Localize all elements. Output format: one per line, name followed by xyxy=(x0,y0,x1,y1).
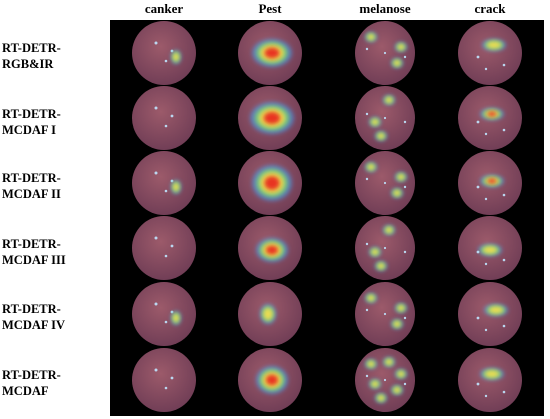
fruit-body xyxy=(458,348,522,412)
row-label-mcdaf-i: RT-DETR- MCDAF I xyxy=(2,107,61,137)
heatmap-overlay xyxy=(476,368,506,398)
fruit-cell-pest-row-6 xyxy=(238,348,302,412)
heatmap-overlay xyxy=(476,175,506,201)
heatmap-overlay xyxy=(476,304,508,332)
fruit-cell-canker-row-4 xyxy=(132,216,196,280)
heatmap-overlay xyxy=(154,236,174,258)
heatmap-overlay xyxy=(154,171,181,194)
fruit-cell-pest-row-2 xyxy=(238,86,302,150)
fruit-cell-pest-row-1 xyxy=(238,21,302,85)
fruit-body xyxy=(132,86,196,150)
heatmap-overlay xyxy=(252,165,292,201)
row-label-mcdaf-iii: RT-DETR- MCDAF III xyxy=(2,237,66,267)
fruit-cell-canker-row-6 xyxy=(132,348,196,412)
heatmap-overlay xyxy=(154,41,181,64)
row-label-rgb-ir: RT-DETR- RGB&IR xyxy=(2,41,61,71)
fruit-body xyxy=(132,348,196,412)
column-header-pest: Pest xyxy=(258,1,282,16)
fruit-cell-melanose-row-1 xyxy=(355,21,415,85)
column-header-canker: canker xyxy=(144,1,184,16)
fruit-cell-melanose-row-4 xyxy=(355,216,415,280)
heatmap-overlay xyxy=(476,39,506,71)
fruit-cell-crack-row-1 xyxy=(458,21,522,85)
heatmap-overlay xyxy=(365,225,407,271)
fruit-body xyxy=(132,151,196,215)
fruit-cell-canker-row-3 xyxy=(132,151,196,215)
fruit-cell-melanose-row-2 xyxy=(355,86,415,150)
fruit-cell-crack-row-3 xyxy=(458,151,522,215)
column-header-crack: crack xyxy=(474,1,506,16)
fruit-body xyxy=(132,216,196,280)
heatmap-overlay xyxy=(154,368,174,390)
heatmap-overlay xyxy=(250,102,294,134)
row-label-mcdaf-iv: RT-DETR- MCDAF IV xyxy=(2,302,66,332)
fruit-cell-crack-row-2 xyxy=(458,86,522,150)
column-header-melanose: melanose xyxy=(359,1,411,16)
heatmap-overlay xyxy=(365,357,407,403)
heatmap-overlay xyxy=(476,108,506,136)
fruit-cell-crack-row-4 xyxy=(458,216,522,280)
fruit-cell-canker-row-1 xyxy=(132,21,196,85)
heatmap-grid-panel xyxy=(110,20,544,416)
heatmap-overlay xyxy=(252,39,292,67)
heatmap-overlay xyxy=(154,302,181,325)
fruit-cell-canker-row-2 xyxy=(132,86,196,150)
heatmap-overlay xyxy=(365,162,407,198)
fruit-cell-pest-row-5 xyxy=(238,282,302,346)
row-label-mcdaf-ii: RT-DETR- MCDAF II xyxy=(2,171,61,201)
heatmap-overlay xyxy=(476,244,506,266)
fruit-cell-melanose-row-5 xyxy=(355,282,415,346)
heatmap-overlay xyxy=(256,238,288,262)
fruit-body xyxy=(132,282,196,346)
fruit-cell-pest-row-3 xyxy=(238,151,302,215)
fruit-body xyxy=(458,21,522,85)
heatmap-overlay xyxy=(365,32,407,68)
fruit-body xyxy=(132,21,196,85)
row-label-mcdaf: RT-DETR- MCDAF xyxy=(2,368,61,398)
heatmap-overlay xyxy=(365,293,407,329)
fruit-cell-canker-row-5 xyxy=(132,282,196,346)
heatmap-overlay xyxy=(260,304,276,324)
fruit-cell-melanose-row-3 xyxy=(355,151,415,215)
fruit-cell-crack-row-5 xyxy=(458,282,522,346)
fruit-cell-pest-row-4 xyxy=(238,216,302,280)
fruit-cell-melanose-row-6 xyxy=(355,348,415,412)
heatmap-overlay xyxy=(256,366,288,394)
heatmap-overlay xyxy=(154,106,174,128)
fruit-cell-crack-row-6 xyxy=(458,348,522,412)
heatmap-overlay xyxy=(365,95,407,141)
